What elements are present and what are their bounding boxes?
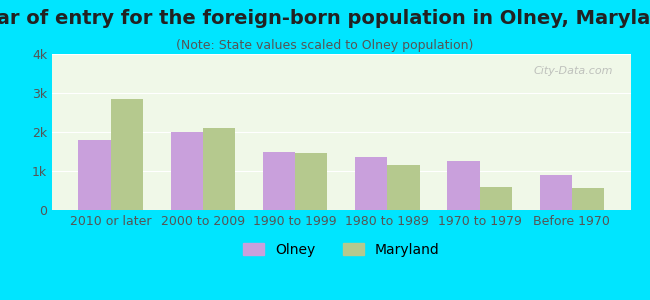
Bar <box>387 165 420 210</box>
Legend: Olney, Maryland: Olney, Maryland <box>237 237 445 262</box>
Bar <box>355 157 387 210</box>
Text: (Note: State values scaled to Olney population): (Note: State values scaled to Olney popu… <box>176 39 474 52</box>
Bar <box>203 128 235 210</box>
Bar <box>540 175 572 210</box>
Text: City-Data.com: City-Data.com <box>534 67 613 76</box>
Bar <box>78 140 111 210</box>
Bar <box>170 132 203 210</box>
Bar <box>572 188 604 210</box>
Bar <box>263 152 295 210</box>
Bar <box>447 161 480 210</box>
Bar <box>295 153 328 210</box>
Bar <box>111 99 143 210</box>
Bar <box>480 187 512 210</box>
Text: Year of entry for the foreign-born population in Olney, Maryland: Year of entry for the foreign-born popul… <box>0 9 650 28</box>
